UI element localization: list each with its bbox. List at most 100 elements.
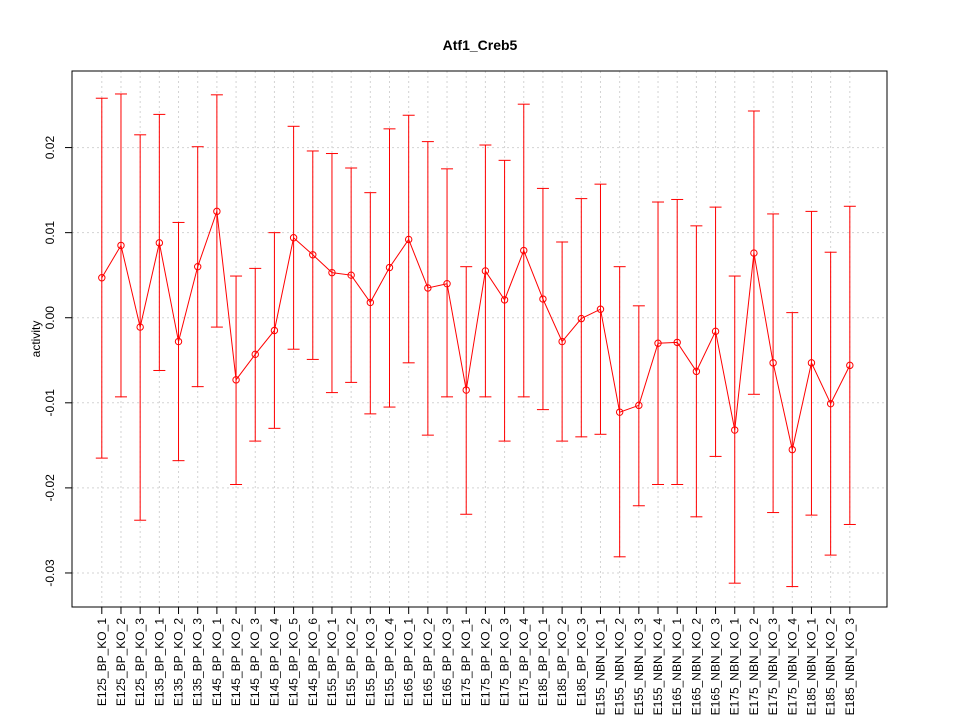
data-point bbox=[232, 376, 240, 384]
error-bar bbox=[441, 168, 454, 398]
error-bar bbox=[95, 97, 108, 459]
data-point bbox=[270, 326, 279, 335]
data-point bbox=[558, 337, 566, 346]
x-tick-label: E185_NBN_KO_1 bbox=[804, 618, 818, 716]
data-point bbox=[366, 298, 375, 307]
plot-frame bbox=[71, 70, 888, 608]
data-point bbox=[577, 314, 585, 323]
series-line bbox=[101, 211, 851, 450]
data-point bbox=[136, 323, 144, 331]
y-tick-label: 0.02 bbox=[43, 136, 57, 160]
data-point bbox=[174, 337, 183, 346]
data-point bbox=[443, 279, 451, 288]
x-tick-label: E155_BP_KO_2 bbox=[344, 618, 358, 706]
data-point bbox=[194, 262, 202, 271]
x-tick-label: E175_NBN_KO_2 bbox=[747, 618, 761, 716]
data-point bbox=[117, 241, 125, 250]
x-tick-label: E125_BP_KO_1 bbox=[95, 618, 109, 706]
x-tick-label: E165_BP_KO_1 bbox=[402, 618, 416, 706]
data-point bbox=[788, 445, 796, 454]
data-point bbox=[385, 263, 394, 272]
data-point bbox=[213, 207, 221, 216]
data-point bbox=[692, 367, 701, 376]
data-point bbox=[500, 296, 509, 304]
x-tick-label: E165_BP_KO_2 bbox=[421, 618, 435, 706]
data-point bbox=[328, 268, 336, 277]
axes: -0.03 -0.02 -0.01 0.00 0.01 0.02 E125_BP_KO_1 E… bbox=[43, 136, 857, 716]
x-tick-label: E135_BP_KO_2 bbox=[172, 618, 186, 706]
x-tick-label: E155_NBN_KO_3 bbox=[632, 618, 646, 716]
x-tick-label: E175_NBN_KO_1 bbox=[728, 618, 742, 716]
x-tick-label: E155_NBN_KO_2 bbox=[613, 618, 627, 716]
data-point bbox=[289, 234, 298, 242]
data-point bbox=[807, 359, 816, 367]
data-point bbox=[155, 239, 164, 247]
x-tick-label: E125_BP_KO_2 bbox=[114, 618, 128, 706]
data-point bbox=[826, 399, 835, 408]
data-point bbox=[769, 359, 777, 367]
error-bar bbox=[153, 113, 166, 371]
data-point bbox=[539, 295, 547, 303]
error-bar bbox=[210, 94, 223, 328]
x-tick-label: E165_NBN_KO_1 bbox=[670, 618, 684, 716]
x-tick-label: E185_NBN_KO_3 bbox=[843, 618, 857, 716]
x-tick-label: E135_BP_KO_3 bbox=[191, 618, 205, 706]
data-point bbox=[673, 338, 681, 347]
error-bar bbox=[134, 134, 147, 521]
y-tick-label: -0.03 bbox=[43, 559, 57, 587]
data-point bbox=[251, 350, 259, 359]
points bbox=[98, 207, 854, 454]
x-tick-label: E175_NBN_KO_3 bbox=[766, 618, 780, 716]
grid bbox=[72, 71, 887, 607]
x-tick-label: E145_BP_KO_3 bbox=[248, 618, 262, 706]
y-tick-label: -0.02 bbox=[43, 474, 57, 502]
data-point bbox=[711, 327, 720, 336]
data-point bbox=[462, 386, 470, 394]
data-point bbox=[347, 271, 355, 279]
x-tick-label: E155_NBN_KO_1 bbox=[593, 618, 607, 716]
series bbox=[101, 211, 851, 450]
x-tick-label: E145_BP_KO_1 bbox=[210, 618, 224, 706]
x-tick-label: E155_BP_KO_4 bbox=[383, 618, 397, 706]
y-axis-label: activity bbox=[29, 321, 43, 358]
data-point bbox=[750, 249, 758, 257]
data-point bbox=[309, 251, 317, 259]
x-tick-label: E135_BP_KO_1 bbox=[152, 618, 166, 706]
x-tick-label: E185_NBN_KO_2 bbox=[824, 618, 838, 716]
x-tick-label: E185_BP_KO_2 bbox=[555, 618, 569, 706]
x-tick-label: E175_BP_KO_3 bbox=[498, 618, 512, 706]
x-tick-label: E145_BP_KO_6 bbox=[306, 618, 320, 706]
x-tick-label: E165_NBN_KO_3 bbox=[709, 618, 723, 716]
data-point bbox=[520, 246, 528, 255]
x-tick-label: E165_NBN_KO_2 bbox=[689, 618, 703, 716]
error-bar bbox=[460, 266, 473, 515]
x-tick-label: E175_BP_KO_4 bbox=[517, 618, 531, 706]
chart-title: Atf1_Creb5 bbox=[443, 37, 518, 53]
x-tick-label: E175_BP_KO_2 bbox=[478, 618, 492, 706]
x-tick-label: E185_BP_KO_3 bbox=[574, 618, 588, 706]
error-bar bbox=[575, 198, 588, 438]
x-tick-label: E155_BP_KO_3 bbox=[363, 618, 377, 706]
data-point bbox=[596, 305, 605, 313]
x-tick-label: E145_BP_KO_2 bbox=[229, 618, 243, 706]
data-point bbox=[424, 284, 432, 292]
x-tick-label: E155_BP_KO_1 bbox=[325, 618, 339, 706]
y-tick-label: -0.01 bbox=[43, 389, 57, 417]
data-point bbox=[846, 361, 854, 370]
x-tick-label: E145_BP_KO_4 bbox=[267, 618, 281, 706]
data-point bbox=[615, 408, 624, 416]
x-tick-label: E155_NBN_KO_4 bbox=[651, 618, 665, 716]
x-tick-label: E145_BP_KO_5 bbox=[287, 618, 301, 706]
x-tick-label: E125_BP_KO_3 bbox=[133, 618, 147, 706]
x-tick-label: E175_NBN_KO_4 bbox=[785, 618, 799, 716]
y-tick-label: 0.01 bbox=[43, 221, 57, 245]
data-point bbox=[98, 274, 106, 282]
x-tick-label: E165_BP_KO_3 bbox=[440, 618, 454, 706]
data-point bbox=[481, 267, 490, 275]
data-point bbox=[404, 235, 413, 244]
x-tick-label: E185_BP_KO_1 bbox=[536, 618, 550, 706]
error-bar bbox=[747, 110, 760, 395]
x-tick-label: E175_BP_KO_1 bbox=[459, 618, 473, 706]
data-point bbox=[654, 339, 662, 347]
